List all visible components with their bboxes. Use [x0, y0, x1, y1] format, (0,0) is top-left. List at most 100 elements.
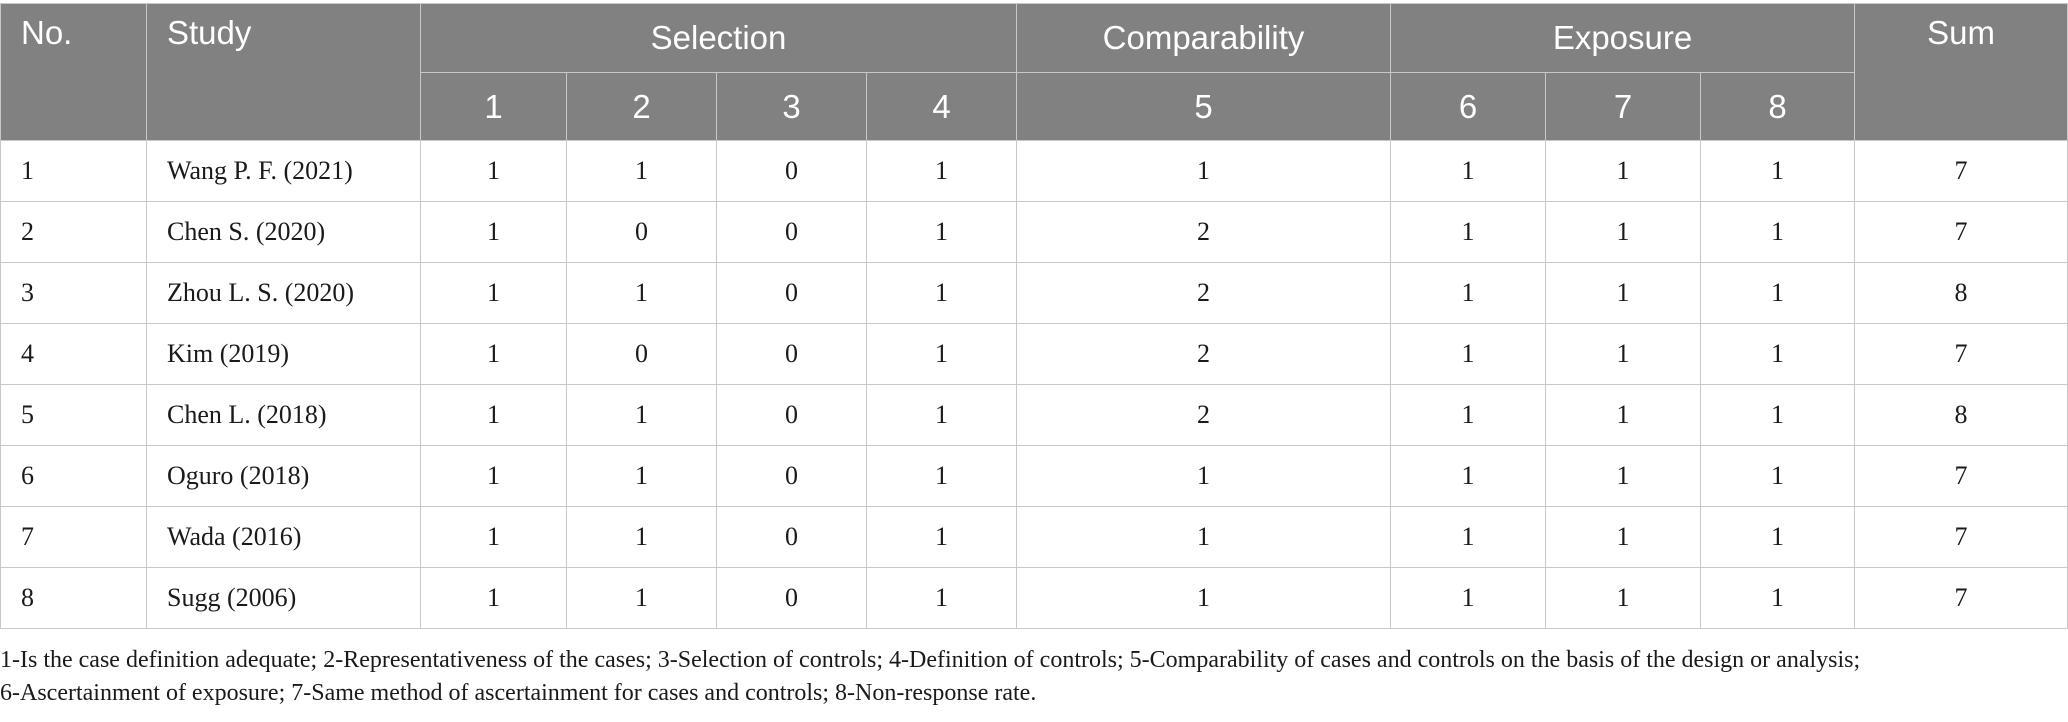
cell-score-item-2: 1 [566, 567, 717, 629]
cell-score-item-2: 1 [566, 506, 717, 568]
cell-score-item-5: 2 [1016, 384, 1392, 446]
cell-score-item-1: 1 [420, 506, 567, 568]
table-body: 1 Wang P. F. (2021) 1 1 0 1 1 1 1 1 7 2 Chen S. (202… [0, 140, 2068, 629]
table-row: 8 Sugg (2006) 1 1 0 1 1 1 1 1 7 [0, 567, 2068, 629]
table-row: 3 Zhou L. S. (2020) 1 1 0 1 2 1 1 1 8 [0, 262, 2068, 324]
header-item-2: 2 [566, 72, 717, 141]
cell-score-item-6: 1 [1390, 506, 1547, 568]
cell-no: 5 [0, 384, 147, 446]
footnote-line-1: 1-Is the case definition adequate; 2-Rep… [0, 647, 1861, 673]
cell-study: Kim (2019) [146, 323, 421, 385]
cell-score-item-7: 1 [1545, 262, 1702, 324]
header-selection: Selection [419, 3, 1018, 73]
cell-score-item-1: 1 [420, 445, 567, 507]
header-exposure: Exposure [1390, 3, 1856, 73]
cell-sum: 8 [1854, 262, 2068, 324]
header-row-items: 1 2 3 4 5 6 7 8 [1, 72, 2068, 141]
cell-score-item-7: 1 [1545, 506, 1702, 568]
cell-study: Chen L. (2018) [146, 384, 421, 446]
cell-score-item-3: 0 [716, 445, 867, 507]
cell-score-item-8: 1 [1700, 384, 1856, 446]
header-item-1: 1 [420, 72, 567, 141]
cell-score-item-3: 0 [716, 384, 867, 446]
cell-no: 8 [0, 567, 147, 629]
cell-sum: 7 [1854, 140, 2068, 202]
cell-score-item-1: 1 [420, 262, 567, 324]
nos-quality-table: No. Study Selection Comparability Exposu… [0, 3, 2068, 629]
cell-score-item-2: 0 [566, 201, 717, 263]
table-row: 1 Wang P. F. (2021) 1 1 0 1 1 1 1 1 7 [0, 140, 2068, 202]
cell-sum: 7 [1854, 323, 2068, 385]
cell-score-item-6: 1 [1390, 262, 1547, 324]
table-footnote: 1-Is the case definition adequate; 2-Rep… [0, 644, 2068, 710]
table-row: 2 Chen S. (2020) 1 0 0 1 2 1 1 1 7 [0, 201, 2068, 263]
header-comparability: Comparability [1016, 3, 1392, 73]
cell-score-item-8: 1 [1700, 140, 1856, 202]
cell-score-item-3: 0 [716, 323, 867, 385]
cell-study: Zhou L. S. (2020) [146, 262, 421, 324]
cell-score-item-4: 1 [865, 384, 1018, 446]
table-row: 6 Oguro (2018) 1 1 0 1 1 1 1 1 7 [0, 445, 2068, 507]
cell-score-item-4: 1 [865, 506, 1018, 568]
cell-score-item-4: 1 [865, 567, 1018, 629]
cell-study: Sugg (2006) [146, 567, 421, 629]
cell-score-item-5: 2 [1016, 201, 1392, 263]
cell-score-item-2: 1 [566, 384, 717, 446]
table-row: 7 Wada (2016) 1 1 0 1 1 1 1 1 7 [0, 506, 2068, 568]
cell-score-item-8: 1 [1700, 445, 1856, 507]
cell-score-item-3: 0 [716, 567, 867, 629]
cell-score-item-6: 1 [1390, 323, 1547, 385]
cell-score-item-8: 1 [1700, 262, 1856, 324]
header-no: No. [0, 3, 147, 141]
cell-score-item-6: 1 [1390, 201, 1547, 263]
cell-no: 7 [0, 506, 147, 568]
cell-score-item-8: 1 [1700, 323, 1856, 385]
header-item-4: 4 [865, 72, 1018, 141]
cell-score-item-3: 0 [716, 140, 867, 202]
cell-no: 6 [0, 445, 147, 507]
cell-score-item-4: 1 [865, 445, 1018, 507]
cell-score-item-1: 1 [420, 384, 567, 446]
cell-score-item-5: 1 [1016, 445, 1392, 507]
cell-score-item-5: 1 [1016, 567, 1392, 629]
header-item-8: 8 [1700, 72, 1856, 141]
cell-score-item-1: 1 [420, 140, 567, 202]
cell-score-item-5: 2 [1016, 262, 1392, 324]
table-row: 4 Kim (2019) 1 0 0 1 2 1 1 1 7 [0, 323, 2068, 385]
cell-study: Oguro (2018) [146, 445, 421, 507]
cell-study: Wada (2016) [146, 506, 421, 568]
cell-score-item-1: 1 [420, 567, 567, 629]
header-item-6: 6 [1390, 72, 1547, 141]
cell-score-item-7: 1 [1545, 445, 1702, 507]
cell-score-item-3: 0 [716, 262, 867, 324]
header-item-7: 7 [1545, 72, 1702, 141]
cell-score-item-8: 1 [1700, 567, 1856, 629]
cell-score-item-7: 1 [1545, 323, 1702, 385]
cell-score-item-7: 1 [1545, 567, 1702, 629]
cell-no: 2 [0, 201, 147, 263]
footnote-line-2: 6-Ascertainment of exposure; 7-Same meth… [0, 680, 1037, 706]
cell-study: Wang P. F. (2021) [146, 140, 421, 202]
cell-score-item-4: 1 [865, 323, 1018, 385]
cell-no: 1 [0, 140, 147, 202]
cell-score-item-2: 1 [566, 445, 717, 507]
cell-score-item-6: 1 [1390, 445, 1547, 507]
cell-score-item-1: 1 [420, 323, 567, 385]
header-item-3: 3 [716, 72, 867, 141]
cell-sum: 7 [1854, 201, 2068, 263]
cell-sum: 7 [1854, 567, 2068, 629]
cell-score-item-7: 1 [1545, 140, 1702, 202]
header-sum: Sum [1854, 3, 2068, 141]
cell-score-item-8: 1 [1700, 506, 1856, 568]
header-row-groups: No. Study Selection Comparability Exposu… [0, 3, 2068, 141]
cell-score-item-5: 1 [1016, 140, 1392, 202]
cell-score-item-4: 1 [865, 262, 1018, 324]
header-item-5: 5 [1016, 72, 1392, 141]
cell-score-item-3: 0 [716, 201, 867, 263]
cell-score-item-2: 1 [566, 140, 717, 202]
cell-score-item-6: 1 [1390, 567, 1547, 629]
cell-score-item-5: 1 [1016, 506, 1392, 568]
cell-score-item-6: 1 [1390, 384, 1547, 446]
header-study: Study [146, 3, 421, 141]
cell-study: Chen S. (2020) [146, 201, 421, 263]
